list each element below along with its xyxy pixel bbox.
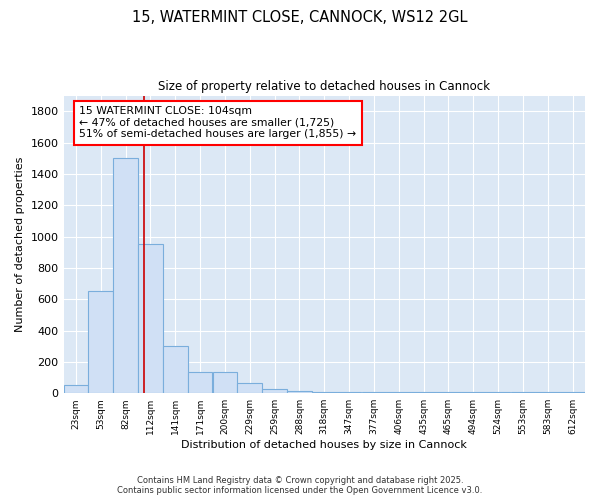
Bar [486,392,511,393]
Bar [337,392,361,393]
Bar [163,346,188,393]
Bar [511,392,535,393]
Bar [188,372,212,393]
Bar [64,386,88,393]
Bar [212,372,237,393]
Bar [535,392,560,393]
X-axis label: Distribution of detached houses by size in Cannock: Distribution of detached houses by size … [181,440,467,450]
Bar [560,392,585,393]
Bar [262,390,287,393]
Bar [386,392,411,393]
Bar [88,292,113,393]
Text: Contains HM Land Registry data © Crown copyright and database right 2025.
Contai: Contains HM Land Registry data © Crown c… [118,476,482,495]
Bar [287,391,312,393]
Bar [238,383,262,393]
Title: Size of property relative to detached houses in Cannock: Size of property relative to detached ho… [158,80,490,93]
Text: 15, WATERMINT CLOSE, CANNOCK, WS12 2GL: 15, WATERMINT CLOSE, CANNOCK, WS12 2GL [132,10,468,25]
Bar [138,244,163,393]
Bar [461,392,485,393]
Bar [312,392,337,393]
Bar [362,392,386,393]
Bar [412,392,436,393]
Text: 15 WATERMINT CLOSE: 104sqm
← 47% of detached houses are smaller (1,725)
51% of s: 15 WATERMINT CLOSE: 104sqm ← 47% of deta… [79,106,356,139]
Bar [436,392,461,393]
Y-axis label: Number of detached properties: Number of detached properties [15,156,25,332]
Bar [113,158,138,393]
